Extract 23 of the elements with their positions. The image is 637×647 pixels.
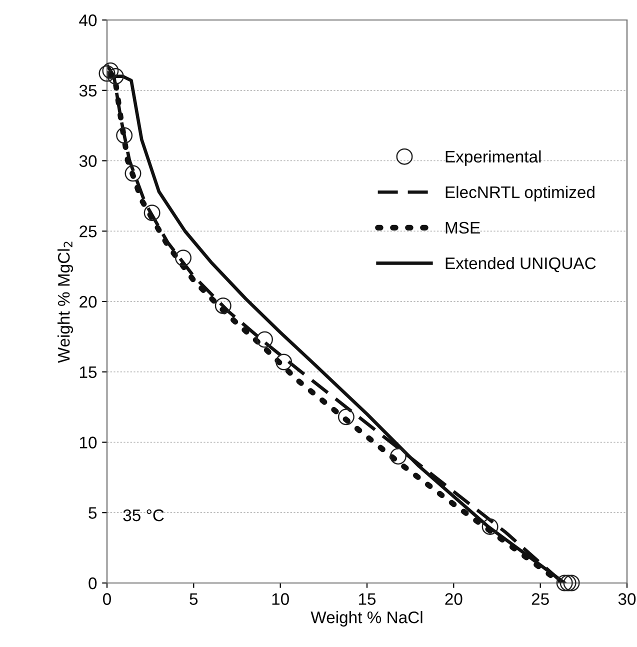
annotation: 35 °C [123,509,164,522]
legend-label: Extended UNIQUAC [446,256,596,272]
y-axis-title: Weight % MgCl$_{2}$ [58,242,74,363]
x-tick-label: 0 [103,593,111,605]
legend-label: MSE [446,222,480,234]
y-tick-label: 40 [79,14,97,26]
legend-label: Experimental [446,150,541,166]
x-tick-label: 20 [445,593,462,605]
y-tick-label: 10 [80,436,97,448]
x-tick-label: 10 [272,593,289,605]
x-tick-label: 30 [618,593,636,605]
x-tick-label: 15 [359,593,376,605]
y-tick-label: 0 [88,577,97,590]
legend-label: ElecNRTL optimized [446,186,594,202]
y-tick-label: 35 [79,84,97,97]
y-tick-label: 5 [88,507,97,519]
y-tick-label: 25 [80,226,97,238]
y-tick-label: 15 [80,366,97,378]
x-tick-label: 25 [532,593,549,605]
x-axis-title: Weight % NaCl [310,611,422,627]
y-tick-label: 30 [79,155,97,167]
y-tick-label: 20 [80,296,97,308]
x-tick-label: 5 [190,593,198,605]
